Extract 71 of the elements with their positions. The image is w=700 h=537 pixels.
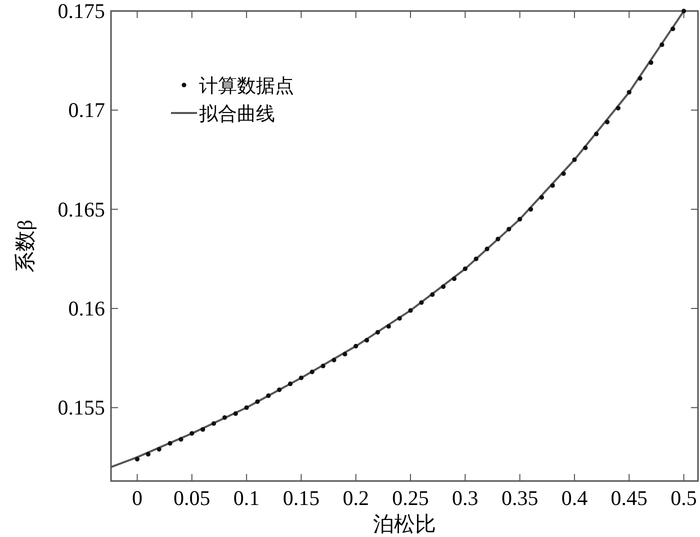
point <box>561 171 566 176</box>
point <box>211 421 216 426</box>
point <box>233 411 238 416</box>
point <box>528 207 534 212</box>
point <box>222 415 227 420</box>
point <box>168 441 172 446</box>
y-axis-title: 系数β <box>13 220 37 272</box>
x-tick-label: 0 <box>132 486 142 510</box>
x-tick-label: 0.15 <box>282 486 320 510</box>
point <box>266 393 271 398</box>
x-tick-label: 0.25 <box>392 486 429 510</box>
point <box>354 344 358 348</box>
point <box>474 256 478 262</box>
x-tick-label: 0.35 <box>501 486 538 510</box>
point <box>408 308 413 313</box>
point <box>277 387 282 392</box>
point <box>178 437 184 442</box>
y-tick-label: 0.165 <box>58 197 105 222</box>
point <box>332 358 336 362</box>
legend-label: 计算数据点 <box>199 76 294 97</box>
x-tick-label: 0.2 <box>342 486 369 510</box>
point <box>638 76 642 81</box>
point <box>156 446 162 452</box>
point <box>604 120 610 124</box>
x-tick-label: 0.5 <box>670 486 697 510</box>
x-axis-title: 泊松比 <box>373 512 436 536</box>
point <box>616 106 621 110</box>
point <box>572 157 577 162</box>
point <box>539 195 544 200</box>
point <box>375 330 380 335</box>
y-tick-label: 0.16 <box>68 296 105 320</box>
point <box>594 132 599 136</box>
point <box>660 42 664 48</box>
x-tick-label: 0.05 <box>174 486 210 510</box>
point <box>419 300 424 305</box>
point <box>298 376 304 380</box>
point <box>288 382 293 386</box>
point <box>462 266 468 272</box>
x-tick-label: 0.45 <box>610 486 648 510</box>
y-tick-label: 0.155 <box>58 396 105 420</box>
point <box>310 370 314 374</box>
point <box>244 405 249 410</box>
point <box>518 216 522 222</box>
point <box>190 431 194 436</box>
point <box>452 276 457 282</box>
x-tick-label: 0.3 <box>452 486 478 510</box>
point <box>583 146 588 150</box>
point <box>386 324 391 329</box>
point <box>441 284 446 289</box>
x-tick-label: 0.4 <box>561 486 588 510</box>
point <box>681 8 686 14</box>
point <box>626 90 632 95</box>
x-tick-label: 0.1 <box>233 486 260 510</box>
legend-label: 拟合曲线 <box>199 104 275 125</box>
point <box>255 399 260 404</box>
point <box>506 226 512 232</box>
point <box>146 452 150 457</box>
point <box>134 456 140 462</box>
point <box>496 236 500 242</box>
point <box>364 338 370 342</box>
point <box>550 183 555 188</box>
y-tick-label: 0.17 <box>68 98 105 122</box>
point <box>200 427 206 432</box>
point <box>397 316 402 321</box>
point <box>484 246 490 252</box>
point <box>320 364 326 368</box>
point <box>430 292 435 297</box>
point <box>670 26 676 32</box>
point <box>342 352 348 356</box>
y-tick-label: 0.175 <box>58 0 105 23</box>
point <box>648 60 654 65</box>
